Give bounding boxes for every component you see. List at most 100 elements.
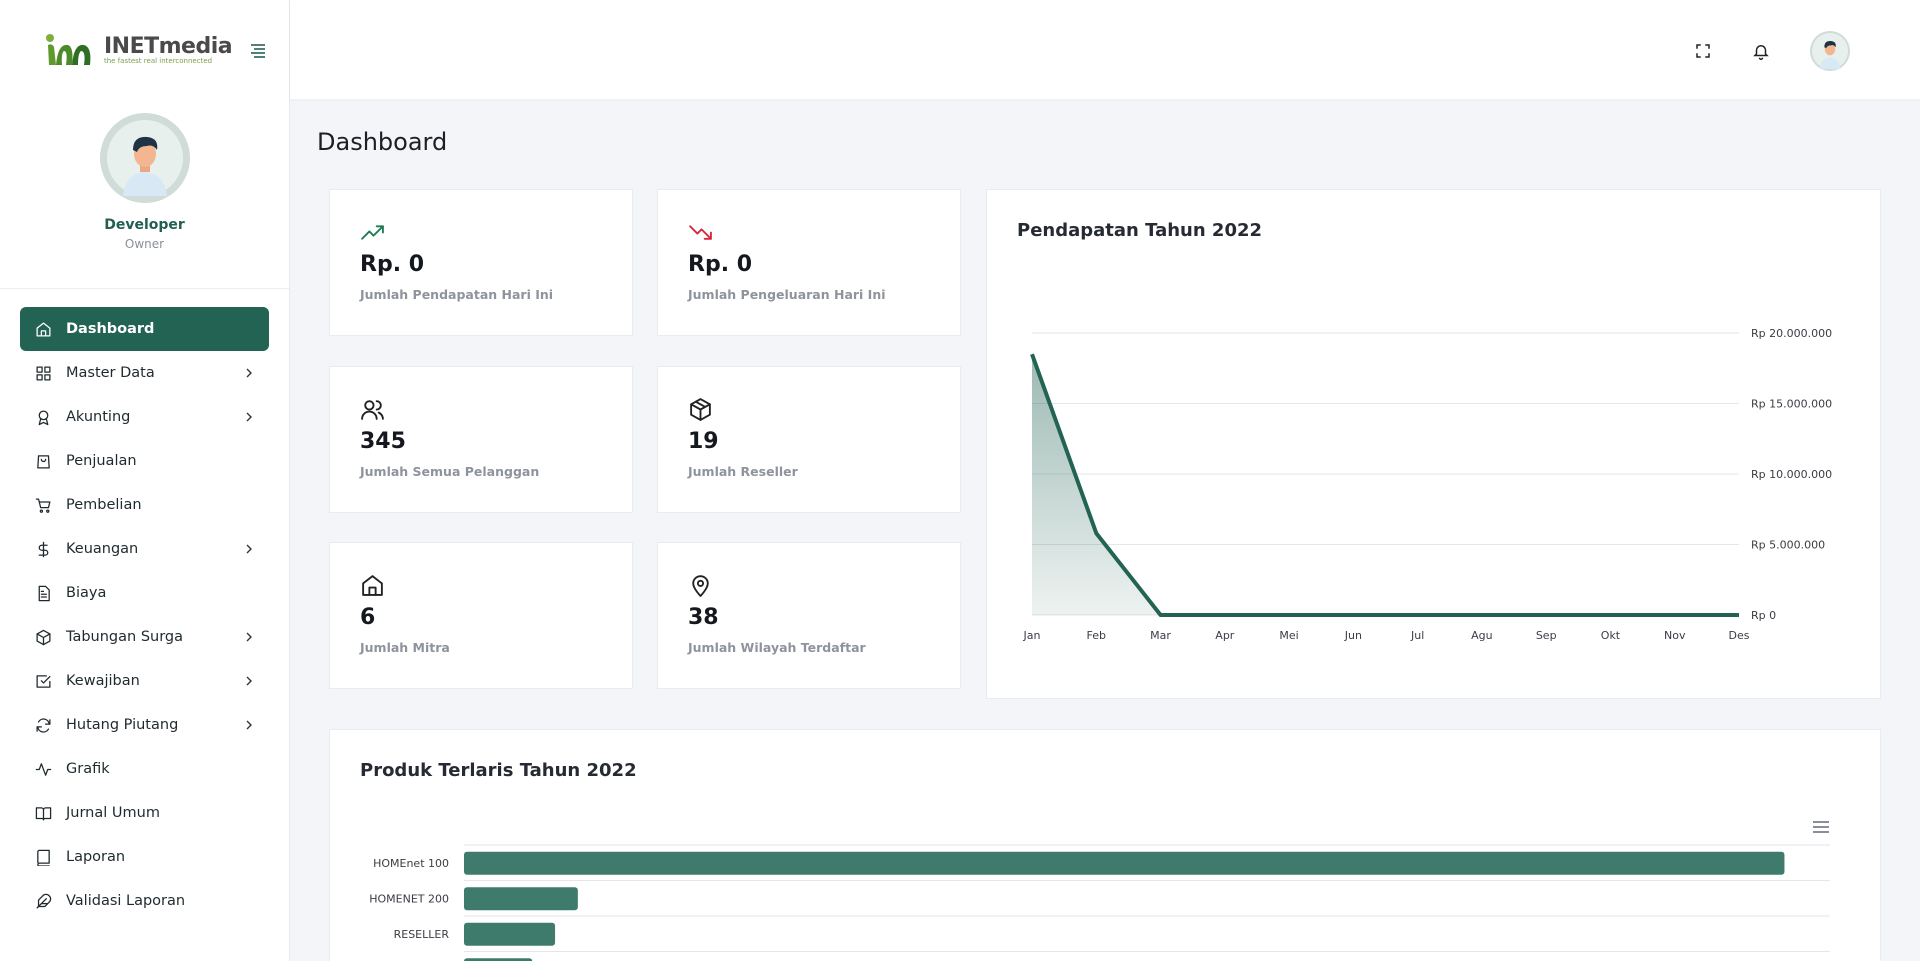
sidebar-item-grafik[interactable]: Grafik — [20, 747, 269, 791]
shopping-bag-icon — [36, 454, 50, 469]
stat-value: 38 — [688, 605, 719, 630]
sidebar-item-label: Validasi Laporan — [66, 893, 186, 909]
sidebar-item-penjualan[interactable]: Penjualan — [20, 439, 269, 483]
sidebar-item-master-data[interactable]: Master Data — [20, 351, 269, 395]
sidebar-item-akunting[interactable]: Akunting — [20, 395, 269, 439]
fullscreen-button[interactable] — [1684, 32, 1722, 70]
stat-card: Rp. 0 Jumlah Pengeluaran Hari Ini — [657, 189, 961, 336]
sidebar-item-dashboard[interactable]: Dashboard — [20, 307, 269, 351]
stat-label: Jumlah Pendapatan Hari Ini — [360, 287, 554, 302]
stat-card: 38 Jumlah Wilayah Terdaftar — [657, 542, 961, 689]
profile-name: Developer — [104, 217, 185, 233]
bell-icon — [1753, 45, 1769, 60]
sidebar-item-biaya[interactable]: Biaya — [20, 571, 269, 615]
trending-up-icon — [361, 225, 384, 240]
package-icon — [690, 398, 711, 421]
stat-card: 19 Jumlah Reseller — [657, 366, 961, 513]
product-bar — [464, 851, 1785, 875]
stat-icon — [688, 573, 714, 599]
refresh-icon — [35, 717, 51, 733]
sidebar-item-icon — [34, 848, 52, 866]
stat-icon — [688, 397, 714, 423]
stat-card: Rp. 0 Jumlah Pendapatan Hari Ini — [329, 189, 633, 336]
sidebar-item-icon — [34, 364, 52, 382]
avatar — [99, 113, 190, 203]
sidebar-item-jurnal-umum[interactable]: Jurnal Umum — [20, 791, 269, 835]
x-tick-label: Jun — [1344, 629, 1362, 642]
sidebar-item-icon — [34, 452, 52, 470]
home-icon — [35, 321, 51, 337]
y-tick-label: Rp 5.000.000 — [1751, 539, 1825, 552]
trending-down-icon — [689, 225, 712, 240]
x-tick-label: Feb — [1087, 629, 1106, 642]
box-icon — [35, 629, 51, 645]
sidebar-item-icon — [34, 628, 52, 646]
sidebar-item-label: Dashboard — [66, 321, 155, 337]
award-icon — [38, 409, 48, 425]
category-label: HOMEnet 100 — [373, 857, 449, 870]
notifications-button[interactable] — [1742, 32, 1780, 70]
file-icon — [38, 585, 50, 601]
revenue-chart: Rp 0 Rp 5.000.000 Rp 10.000.000 Rp 15.000.0… — [1023, 327, 1833, 642]
chevron-right-icon — [246, 676, 252, 686]
sidebar-item-keuangan[interactable]: Keuangan — [20, 527, 269, 571]
sidebar-item-label: Grafik — [66, 761, 110, 777]
brand: INETmedia the fastest real interconnecte… — [0, 0, 289, 99]
x-tick-label: Nov — [1664, 629, 1686, 642]
stat-card: 6 Jumlah Mitra — [329, 542, 633, 689]
x-tick-label: Des — [1729, 629, 1750, 642]
sidebar-item-icon — [34, 584, 52, 602]
sidebar-item-tabungan-surga[interactable]: Tabungan Surga — [20, 615, 269, 659]
products-chart-card: Produk Terlaris Tahun 2022 HOMEnet 100 HO… — [329, 729, 1881, 961]
sidebar-item-laporan[interactable]: Laporan — [20, 835, 269, 879]
home-icon — [362, 575, 383, 596]
sidebar-item-icon — [34, 320, 52, 338]
sidebar-item-validasi-laporan[interactable]: Validasi Laporan — [20, 879, 269, 923]
chevron-right-icon — [246, 368, 252, 378]
sidebar-item-kewajiban[interactable]: Kewajiban — [20, 659, 269, 703]
stat-value: 6 — [360, 605, 376, 630]
sidebar-item-icon — [34, 496, 52, 514]
sidebar-item-icon — [34, 408, 52, 426]
topbar-actions — [1664, 31, 1850, 71]
menu-toggle-icon[interactable] — [248, 40, 268, 60]
products-chart: HOMEnet 100 HOMENET 200 RESELLER — [369, 844, 1830, 961]
sidebar-item-icon — [34, 672, 52, 690]
x-tick-label: Jul — [1410, 629, 1424, 642]
sidebar-item-pembelian[interactable]: Pembelian — [20, 483, 269, 527]
chart-menu-icon[interactable] — [1812, 820, 1830, 834]
maximize-icon — [1696, 44, 1710, 58]
stat-label: Jumlah Reseller — [688, 464, 798, 479]
sidebar-item-label: Hutang Piutang — [66, 717, 179, 733]
sidebar-item-label: Pembelian — [66, 497, 142, 513]
user-avatar-icon — [106, 120, 183, 196]
x-tick-label: Jan — [1023, 629, 1041, 642]
sidebar-item-icon — [34, 760, 52, 778]
brand-name: INETmedia — [104, 34, 233, 59]
user-menu-avatar[interactable] — [1810, 31, 1850, 71]
stat-icon — [360, 573, 386, 599]
sidebar-item-hutang-piutang[interactable]: Hutang Piutang — [20, 703, 269, 747]
x-tick-label: Apr — [1215, 629, 1235, 642]
map-pin-icon — [692, 575, 709, 597]
chevron-right-icon — [246, 412, 252, 422]
y-tick-label: Rp 15.000.000 — [1751, 398, 1832, 411]
product-bar — [464, 922, 556, 946]
brand-tagline: the fastest real interconnected — [104, 57, 213, 65]
dollar-icon — [38, 541, 48, 557]
sidebar: INETmedia the fastest real interconnecte… — [0, 0, 290, 961]
stat-icon — [360, 397, 386, 423]
stat-icon — [360, 220, 386, 246]
chevron-right-icon — [246, 720, 252, 730]
check-square-icon — [35, 674, 51, 688]
sidebar-item-label: Kewajiban — [66, 673, 140, 689]
stat-icon — [688, 220, 714, 246]
product-bar — [464, 958, 533, 961]
brand-text: INETmedia the fastest real interconnecte… — [104, 34, 233, 65]
sidebar-nav: Dashboard Master Data Akunting Penjualan… — [0, 289, 289, 923]
feather-icon — [35, 893, 51, 909]
users-icon — [361, 400, 384, 420]
stat-label: Jumlah Mitra — [360, 640, 450, 655]
stat-label: Jumlah Wilayah Terdaftar — [688, 640, 866, 655]
sidebar-item-icon — [34, 892, 52, 910]
